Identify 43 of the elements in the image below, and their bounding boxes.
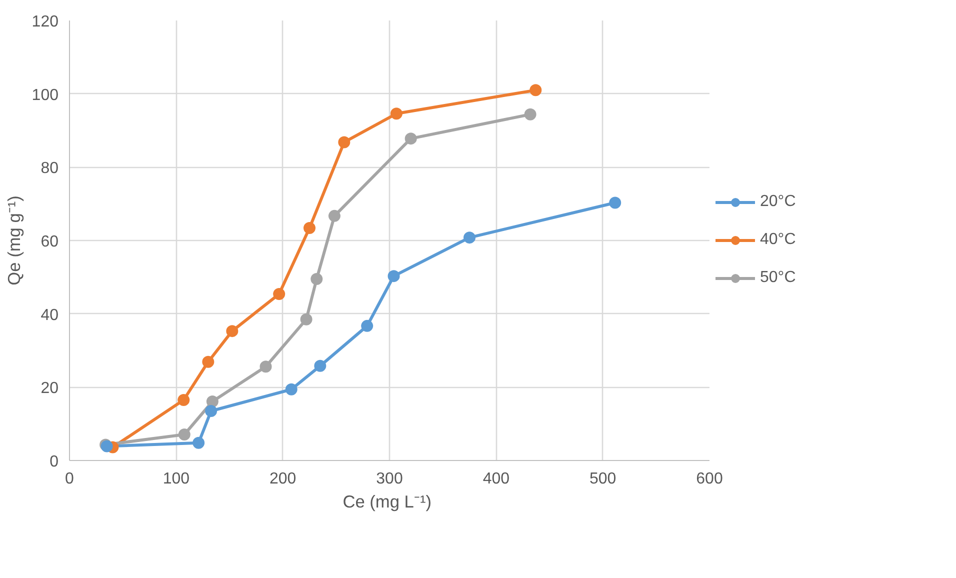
x-tick-label: 600 xyxy=(696,470,723,488)
x-tick-label: 400 xyxy=(482,470,510,488)
legend-label: 40°C xyxy=(760,231,796,249)
point xyxy=(328,210,340,222)
point xyxy=(202,356,214,368)
y-axis-title: Qe (mg g⁻¹) xyxy=(4,196,24,286)
point xyxy=(530,84,542,96)
point xyxy=(178,428,190,440)
x-tick-label: 200 xyxy=(269,470,296,488)
y-tick-label: 120 xyxy=(32,14,59,30)
y-tick-label: 100 xyxy=(32,86,59,104)
point xyxy=(300,313,312,326)
y-tick-label: 20 xyxy=(40,380,59,398)
y-tick-label: 60 xyxy=(40,234,59,250)
point xyxy=(314,360,326,372)
x-tick-label: 100 xyxy=(162,470,190,488)
point xyxy=(310,273,323,285)
point xyxy=(260,360,272,373)
x-axis-title: Ce (mg L⁻¹) xyxy=(342,492,432,512)
point xyxy=(226,325,238,338)
y-tick-label: 40 xyxy=(40,306,59,324)
point xyxy=(285,383,298,396)
legend-label: 20°C xyxy=(760,193,796,211)
point xyxy=(206,395,218,408)
x-tick-label: 300 xyxy=(376,470,403,488)
y-tick-label: 80 xyxy=(40,160,59,178)
y-tick-label: 0 xyxy=(50,454,59,470)
point xyxy=(390,108,402,120)
point xyxy=(192,436,205,449)
point xyxy=(609,196,622,209)
point xyxy=(178,394,190,406)
point xyxy=(205,405,218,417)
point xyxy=(464,232,476,244)
point xyxy=(361,320,374,332)
point xyxy=(524,108,536,120)
x-tick-label: 500 xyxy=(589,470,616,488)
point xyxy=(338,136,350,148)
x-tick-label: 0 xyxy=(65,470,74,488)
point xyxy=(304,222,316,234)
point xyxy=(273,288,286,300)
point xyxy=(388,270,400,282)
legend-label: 50°C xyxy=(760,269,796,287)
point xyxy=(404,132,417,145)
